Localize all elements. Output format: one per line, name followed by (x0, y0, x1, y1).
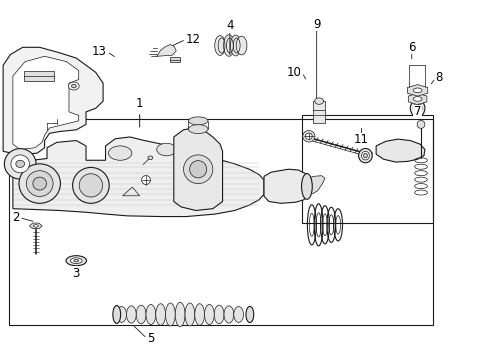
Ellipse shape (189, 161, 206, 178)
Ellipse shape (113, 306, 121, 323)
Ellipse shape (68, 82, 79, 90)
Text: 12: 12 (185, 33, 201, 46)
Ellipse shape (412, 103, 421, 114)
Bar (170, 57, 180, 62)
Ellipse shape (188, 125, 207, 134)
Polygon shape (173, 128, 222, 211)
Ellipse shape (117, 307, 126, 322)
Polygon shape (375, 139, 424, 162)
Ellipse shape (412, 88, 421, 93)
Text: 7: 7 (413, 105, 420, 118)
Ellipse shape (183, 155, 212, 184)
Ellipse shape (157, 143, 176, 156)
Ellipse shape (214, 305, 224, 324)
Text: 11: 11 (353, 133, 368, 146)
Ellipse shape (301, 174, 312, 199)
Ellipse shape (146, 305, 156, 324)
Ellipse shape (412, 96, 421, 101)
Bar (312, 101, 325, 123)
Ellipse shape (19, 164, 61, 203)
Ellipse shape (70, 258, 82, 264)
Ellipse shape (66, 256, 86, 266)
Text: 2: 2 (12, 211, 19, 224)
Text: 8: 8 (435, 71, 442, 84)
Text: 4: 4 (225, 19, 233, 32)
Polygon shape (264, 169, 306, 203)
Ellipse shape (302, 131, 314, 142)
Bar (24, 71, 54, 81)
Ellipse shape (71, 84, 76, 88)
Text: 9: 9 (312, 18, 320, 31)
Ellipse shape (214, 36, 225, 55)
Polygon shape (407, 85, 427, 96)
Ellipse shape (184, 303, 194, 326)
Ellipse shape (358, 148, 371, 163)
Text: 1: 1 (136, 97, 143, 110)
Ellipse shape (16, 160, 24, 167)
Ellipse shape (416, 121, 424, 129)
Ellipse shape (148, 156, 153, 159)
Ellipse shape (11, 155, 29, 173)
Ellipse shape (188, 117, 207, 125)
Ellipse shape (230, 35, 241, 56)
Ellipse shape (363, 153, 366, 158)
Ellipse shape (194, 304, 204, 325)
Ellipse shape (361, 151, 368, 160)
Ellipse shape (108, 146, 132, 160)
Ellipse shape (305, 133, 312, 139)
Text: 5: 5 (147, 332, 154, 345)
Text: 10: 10 (286, 66, 302, 79)
Ellipse shape (224, 306, 233, 323)
Ellipse shape (314, 98, 323, 104)
Bar (9, 119, 432, 325)
Polygon shape (407, 93, 426, 105)
Polygon shape (13, 56, 79, 149)
Text: 13: 13 (92, 45, 107, 58)
Text: 6: 6 (407, 41, 415, 54)
Ellipse shape (409, 100, 424, 117)
Ellipse shape (165, 303, 175, 326)
Ellipse shape (33, 177, 46, 190)
Ellipse shape (73, 167, 109, 203)
Polygon shape (13, 137, 264, 217)
Text: 3: 3 (72, 267, 80, 280)
Ellipse shape (33, 225, 38, 227)
Bar (302, 116, 432, 223)
Ellipse shape (4, 149, 36, 179)
Ellipse shape (142, 176, 150, 184)
Ellipse shape (223, 35, 234, 56)
Ellipse shape (204, 305, 214, 324)
Ellipse shape (136, 305, 146, 324)
Polygon shape (157, 44, 176, 56)
Ellipse shape (79, 174, 102, 197)
Polygon shape (29, 223, 42, 229)
Polygon shape (3, 47, 103, 155)
Ellipse shape (233, 307, 243, 322)
Ellipse shape (245, 306, 253, 323)
Ellipse shape (156, 304, 165, 325)
Ellipse shape (236, 36, 246, 55)
Ellipse shape (74, 260, 79, 262)
Ellipse shape (126, 306, 136, 323)
Ellipse shape (26, 171, 53, 197)
Polygon shape (306, 176, 325, 194)
Ellipse shape (175, 302, 184, 327)
